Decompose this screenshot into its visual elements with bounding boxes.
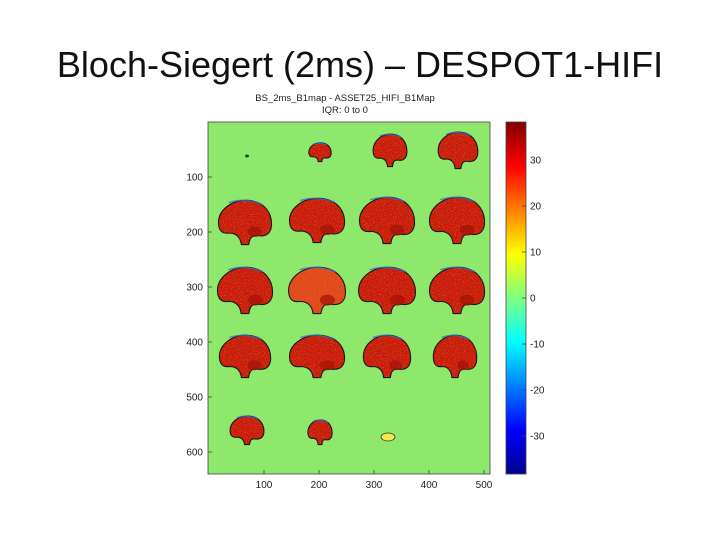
colorbar-tick-label: 0 (530, 294, 536, 305)
x-tick-label: 400 (421, 480, 438, 491)
colorbar-axis: 30 20 10 0 -10 -20 -30 (522, 156, 545, 443)
colorbar-tick-label: -10 (530, 340, 545, 351)
brain-slice (309, 143, 331, 161)
y-tick-label: 300 (186, 283, 203, 294)
cerebellum-region (319, 224, 335, 235)
brain-slice (380, 432, 396, 442)
cerebellum-region (459, 224, 475, 236)
brain-slice (373, 134, 407, 166)
brain-slice-rim (228, 199, 263, 206)
brain-slice-rim (299, 266, 336, 273)
brain-slice-rim (372, 334, 403, 340)
x-tick-label: 200 (311, 480, 328, 491)
brain-slice-rim (299, 197, 336, 204)
y-tick-label: 100 (186, 173, 203, 184)
brain-slice-rim (441, 334, 470, 340)
brain-slice-rim (312, 419, 329, 424)
slide-title: Bloch-Siegert (2ms) – DESPOT1-HIFI (56, 44, 664, 85)
cerebellum-region (247, 226, 262, 237)
brain-slice-rim (300, 334, 336, 340)
cerebellum-region (319, 294, 335, 306)
y-tick-label: 200 (186, 228, 203, 239)
brain-slice-rim (313, 142, 328, 146)
brain-slices (216, 131, 486, 446)
brain-slice-rim (227, 266, 264, 273)
colorbar-tick-label: 20 (530, 202, 542, 213)
figure-title-line-1: BS_2ms_B1map - ASSET25_HIFI_B1Map (255, 93, 435, 104)
brain-slice-rim (369, 266, 406, 273)
cerebellum-region (389, 294, 405, 306)
cerebellum-region (389, 360, 402, 371)
colorbar-tick-label: -20 (530, 386, 545, 397)
brain-slice-rim (439, 196, 476, 203)
cerebellum-region (247, 360, 262, 371)
brain-slice (308, 420, 332, 444)
brain-slice-rim (229, 334, 262, 340)
brain-slice-rim (379, 133, 402, 138)
y-axis: 100 200 300 400 500 600 (186, 173, 212, 459)
x-axis: 100 200 300 400 500 (256, 470, 493, 491)
y-tick-label: 500 (186, 393, 203, 404)
brain-slice-rim (439, 266, 476, 273)
cerebellum-region (247, 294, 263, 306)
colorbar-tick-label: 30 (530, 156, 542, 167)
map-frame (207, 121, 491, 475)
y-tick-label: 400 (186, 338, 203, 349)
cerebellum-region (457, 360, 469, 371)
figure-title-line-2: IQR: 0 to 0 (322, 105, 368, 116)
cerebellum-region (319, 360, 335, 371)
cerebellum-region (459, 294, 475, 306)
brain-slice (230, 416, 264, 444)
brain-slice (438, 132, 478, 168)
brain-slice-rim (236, 415, 259, 420)
colorbar-tick-label: -30 (530, 432, 545, 443)
y-tick-label: 600 (186, 448, 203, 459)
x-tick-label: 300 (366, 480, 383, 491)
x-tick-label: 100 (256, 480, 273, 491)
brain-slice-rim (445, 131, 472, 137)
brain-slice (245, 154, 249, 158)
brain-slice-rim (369, 196, 406, 203)
figure-title: BS_2ms_B1map - ASSET25_HIFI_B1Map IQR: 0… (200, 93, 490, 117)
cerebellum-region (389, 224, 405, 236)
colorbar-tick-label: 10 (530, 248, 542, 259)
x-tick-label: 500 (476, 480, 493, 491)
